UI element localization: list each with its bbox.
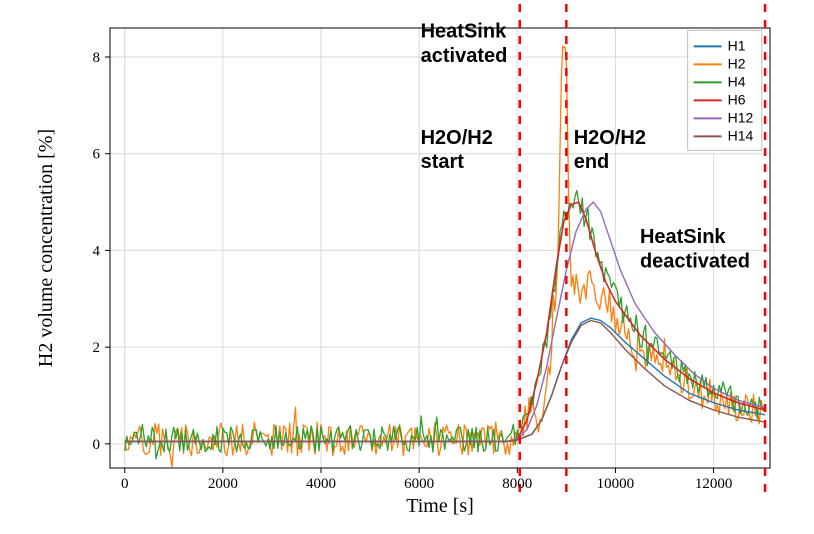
annotation-text: HeatSink bbox=[421, 21, 507, 43]
annotation-text: H2O/H2 bbox=[421, 127, 493, 149]
legend-label: H6 bbox=[728, 91, 746, 107]
xtick-label: 2000 bbox=[208, 476, 238, 492]
legend-label: H1 bbox=[728, 37, 746, 53]
chart-svg: 0 2000 4000 6000 8000 10000 12000 0 2 4 6 8 Time [s]… bbox=[0, 0, 814, 534]
legend-label: H12 bbox=[728, 109, 754, 125]
legend-label: H4 bbox=[728, 73, 746, 89]
ytick-label: 0 bbox=[93, 437, 101, 453]
xtick-label: 12000 bbox=[695, 476, 733, 492]
xtick-label: 0 bbox=[121, 476, 129, 492]
annotation-text: deactivated bbox=[640, 250, 750, 272]
xtick-label: 10000 bbox=[597, 476, 635, 492]
x-axis-label: Time [s] bbox=[406, 495, 474, 517]
annotation-text: end bbox=[574, 151, 610, 173]
legend-label: H14 bbox=[728, 127, 754, 143]
y-axis-label: H2 volume concentration [%] bbox=[35, 129, 57, 367]
annotation-text: activated bbox=[421, 45, 508, 67]
xtick-label: 6000 bbox=[404, 476, 434, 492]
ytick-label: 4 bbox=[93, 243, 101, 259]
ytick-label: 8 bbox=[93, 50, 101, 66]
legend-label: H2 bbox=[728, 55, 746, 71]
annotation-text: HeatSink bbox=[640, 226, 726, 248]
annotation-text: H2O/H2 bbox=[574, 127, 646, 149]
legend: H1 H2 H4 H6 H12 H14 bbox=[688, 30, 762, 150]
xtick-label: 4000 bbox=[306, 476, 336, 492]
ytick-label: 6 bbox=[93, 147, 101, 163]
xtick-label: 8000 bbox=[502, 476, 532, 492]
ytick-label: 2 bbox=[93, 340, 101, 356]
chart-container: 0 2000 4000 6000 8000 10000 12000 0 2 4 6 8 Time [s]… bbox=[0, 0, 814, 534]
annotation-text: start bbox=[421, 151, 465, 173]
